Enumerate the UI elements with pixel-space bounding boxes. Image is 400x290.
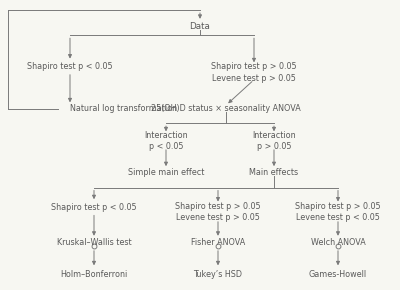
Text: Shapiro test p > 0.05
Levene test p > 0.05: Shapiro test p > 0.05 Levene test p > 0.… [211, 62, 297, 83]
Text: Shapiro test p < 0.05: Shapiro test p < 0.05 [51, 203, 137, 212]
Text: Interaction
p > 0.05: Interaction p > 0.05 [252, 130, 296, 151]
Text: Shapiro test p > 0.05
Levene test p < 0.05: Shapiro test p > 0.05 Levene test p < 0.… [295, 202, 381, 222]
Text: Data: Data [190, 21, 210, 31]
Text: 25(OH)D status × seasonality ANOVA: 25(OH)D status × seasonality ANOVA [151, 104, 301, 113]
Text: Welch ANOVA: Welch ANOVA [311, 238, 365, 247]
Text: Shapiro test p < 0.05: Shapiro test p < 0.05 [27, 62, 113, 71]
Text: Kruskal–Wallis test: Kruskal–Wallis test [57, 238, 131, 247]
Text: Interaction
p < 0.05: Interaction p < 0.05 [144, 130, 188, 151]
Text: Tukey’s HSD: Tukey’s HSD [194, 269, 242, 279]
Text: Fisher ANOVA: Fisher ANOVA [191, 238, 245, 247]
Text: Holm–Bonferroni: Holm–Bonferroni [60, 269, 128, 279]
Text: Main effects: Main effects [250, 168, 298, 177]
Text: Simple main effect: Simple main effect [128, 168, 204, 177]
Text: Shapiro test p > 0.05
Levene test p > 0.05: Shapiro test p > 0.05 Levene test p > 0.… [175, 202, 261, 222]
Text: Games-Howell: Games-Howell [309, 269, 367, 279]
Text: Natural log transformation: Natural log transformation [70, 104, 177, 113]
